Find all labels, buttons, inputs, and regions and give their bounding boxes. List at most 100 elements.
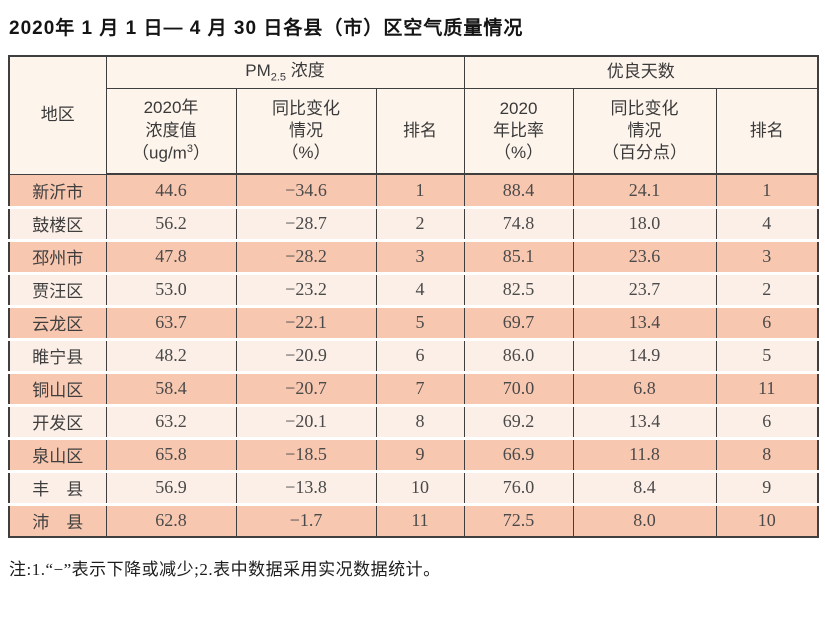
region-cell: 新沂市 xyxy=(8,174,107,208)
rate-rank-cell: 11 xyxy=(715,370,819,406)
rate-rank-cell: 10 xyxy=(715,502,819,538)
col-header-pm-rank: 排名 xyxy=(375,87,465,176)
page-title: 2020年 1 月 1 日— 4 月 30 日各县（市）区空气质量情况 xyxy=(9,18,524,39)
rate-cell: 72.5 xyxy=(463,502,574,538)
rate-cell: 85.1 xyxy=(463,238,574,274)
pm-change-cell: −20.7 xyxy=(235,370,377,406)
rate-rank-cell: 6 xyxy=(715,403,819,439)
table-body: 新沂市 44.6 −34.6 1 88.4 24.1 1 鼓楼区 56.2 −28.7 2 74.8 1… xyxy=(8,174,819,538)
pm-rank-cell: 5 xyxy=(375,304,465,340)
rate-rank-cell: 5 xyxy=(715,337,819,373)
pm-change-cell: −13.8 xyxy=(235,469,377,505)
rate-cell: 69.2 xyxy=(463,403,574,439)
pm-rank-cell: 9 xyxy=(375,436,465,472)
pm-change-cell: −22.1 xyxy=(235,304,377,340)
region-cell: 开发区 xyxy=(8,403,107,439)
region-cell: 贾汪区 xyxy=(8,271,107,307)
pm-rank-cell: 3 xyxy=(375,238,465,274)
rate-rank-cell: 3 xyxy=(715,238,819,274)
table-row: 铜山区 58.4 −20.7 7 70.0 6.8 11 xyxy=(8,370,819,406)
pm-change-cell: −20.9 xyxy=(235,337,377,373)
col-header-good-rate: 2020 年比率 （%） xyxy=(463,87,574,176)
table-row: 沛 县 62.8 −1.7 11 72.5 8.0 10 xyxy=(8,502,819,538)
region-cell: 邳州市 xyxy=(8,238,107,274)
rate-cell: 86.0 xyxy=(463,337,574,373)
pm-change-cell: −28.2 xyxy=(235,238,377,274)
rate-cell: 82.5 xyxy=(463,271,574,307)
rate-cell: 88.4 xyxy=(463,174,574,208)
pm-rank-cell: 10 xyxy=(375,469,465,505)
rate-rank-cell: 1 xyxy=(715,174,819,208)
region-cell: 泉山区 xyxy=(8,436,107,472)
region-cell: 铜山区 xyxy=(8,370,107,406)
pm-value-cell: 56.2 xyxy=(105,205,237,241)
pm-change-cell: −23.2 xyxy=(235,271,377,307)
region-cell: 鼓楼区 xyxy=(8,205,107,241)
col-header-region-label: 地区 xyxy=(40,105,75,125)
region-cell: 丰 县 xyxy=(8,469,107,505)
pm-rank-cell: 8 xyxy=(375,403,465,439)
col-header-good-rank: 排名 xyxy=(715,87,819,176)
rate-rank-cell: 2 xyxy=(715,271,819,307)
rate-change-cell: 24.1 xyxy=(572,174,717,208)
region-cell: 云龙区 xyxy=(8,304,107,340)
pm-rank-cell: 7 xyxy=(375,370,465,406)
rate-change-cell: 18.0 xyxy=(572,205,717,241)
pm-value-cell: 58.4 xyxy=(105,370,237,406)
pm-change-cell: −1.7 xyxy=(235,502,377,538)
table-row: 云龙区 63.7 −22.1 5 69.7 13.4 6 xyxy=(8,304,819,340)
rate-rank-cell: 6 xyxy=(715,304,819,340)
col-group-good-days: 优良天数 xyxy=(463,55,819,89)
table-row: 新沂市 44.6 −34.6 1 88.4 24.1 1 xyxy=(8,174,819,208)
col-header-pm-value: 2020年 浓度值 （ug/m3） xyxy=(105,87,237,176)
col-header-good-change: 同比变化 情况 （百分点） xyxy=(572,87,717,176)
table-row: 邳州市 47.8 −28.2 3 85.1 23.6 3 xyxy=(8,238,819,274)
rate-change-cell: 23.7 xyxy=(572,271,717,307)
col-group-pm25: PM2.5 浓度 xyxy=(105,55,465,89)
rate-change-cell: 14.9 xyxy=(572,337,717,373)
pm-value-cell: 65.8 xyxy=(105,436,237,472)
pm-value-cell: 53.0 xyxy=(105,271,237,307)
rate-change-cell: 13.4 xyxy=(572,304,717,340)
table-row: 丰 县 56.9 −13.8 10 76.0 8.4 9 xyxy=(8,469,819,505)
pm-change-cell: −34.6 xyxy=(235,174,377,208)
table-row: 开发区 63.2 −20.1 8 69.2 13.4 6 xyxy=(8,403,819,439)
rate-rank-cell: 9 xyxy=(715,469,819,505)
rate-rank-cell: 4 xyxy=(715,205,819,241)
rate-cell: 74.8 xyxy=(463,205,574,241)
pm-value-cell: 47.8 xyxy=(105,238,237,274)
pm-value-cell: 56.9 xyxy=(105,469,237,505)
rate-change-cell: 23.6 xyxy=(572,238,717,274)
air-quality-table: 地区 PM2.5 浓度 优良天数 2020年 浓度值 （ug/m3） 同比变化 … xyxy=(8,55,820,539)
pm-rank-cell: 1 xyxy=(375,174,465,208)
table-row: 贾汪区 53.0 −23.2 4 82.5 23.7 2 xyxy=(8,271,819,307)
pm-rank-cell: 11 xyxy=(375,502,465,538)
footnote: 注:1.“−”表示下降或减少;2.表中数据采用实况数据统计。 xyxy=(9,560,441,580)
table-row: 睢宁县 48.2 −20.9 6 86.0 14.9 5 xyxy=(8,337,819,373)
table-header: 地区 PM2.5 浓度 优良天数 2020年 浓度值 （ug/m3） 同比变化 … xyxy=(8,55,819,176)
pm-value-cell: 44.6 xyxy=(105,174,237,208)
pm-value-cell: 63.2 xyxy=(105,403,237,439)
pm-change-cell: −20.1 xyxy=(235,403,377,439)
rate-change-cell: 13.4 xyxy=(572,403,717,439)
pm-value-cell: 63.7 xyxy=(105,304,237,340)
rate-cell: 70.0 xyxy=(463,370,574,406)
table-row: 泉山区 65.8 −18.5 9 66.9 11.8 8 xyxy=(8,436,819,472)
col-header-region: 地区 xyxy=(8,55,107,175)
rate-cell: 76.0 xyxy=(463,469,574,505)
pm-value-cell: 62.8 xyxy=(105,502,237,538)
pm-change-cell: −18.5 xyxy=(235,436,377,472)
rate-change-cell: 6.8 xyxy=(572,370,717,406)
pm-rank-cell: 4 xyxy=(375,271,465,307)
region-cell: 睢宁县 xyxy=(8,337,107,373)
pm-rank-cell: 2 xyxy=(375,205,465,241)
pm-value-cell: 48.2 xyxy=(105,337,237,373)
rate-change-cell: 8.0 xyxy=(572,502,717,538)
rate-rank-cell: 8 xyxy=(715,436,819,472)
pm-rank-cell: 6 xyxy=(375,337,465,373)
region-cell: 沛 县 xyxy=(8,502,107,538)
table-row: 鼓楼区 56.2 −28.7 2 74.8 18.0 4 xyxy=(8,205,819,241)
rate-cell: 69.7 xyxy=(463,304,574,340)
rate-change-cell: 11.8 xyxy=(572,436,717,472)
pm-change-cell: −28.7 xyxy=(235,205,377,241)
